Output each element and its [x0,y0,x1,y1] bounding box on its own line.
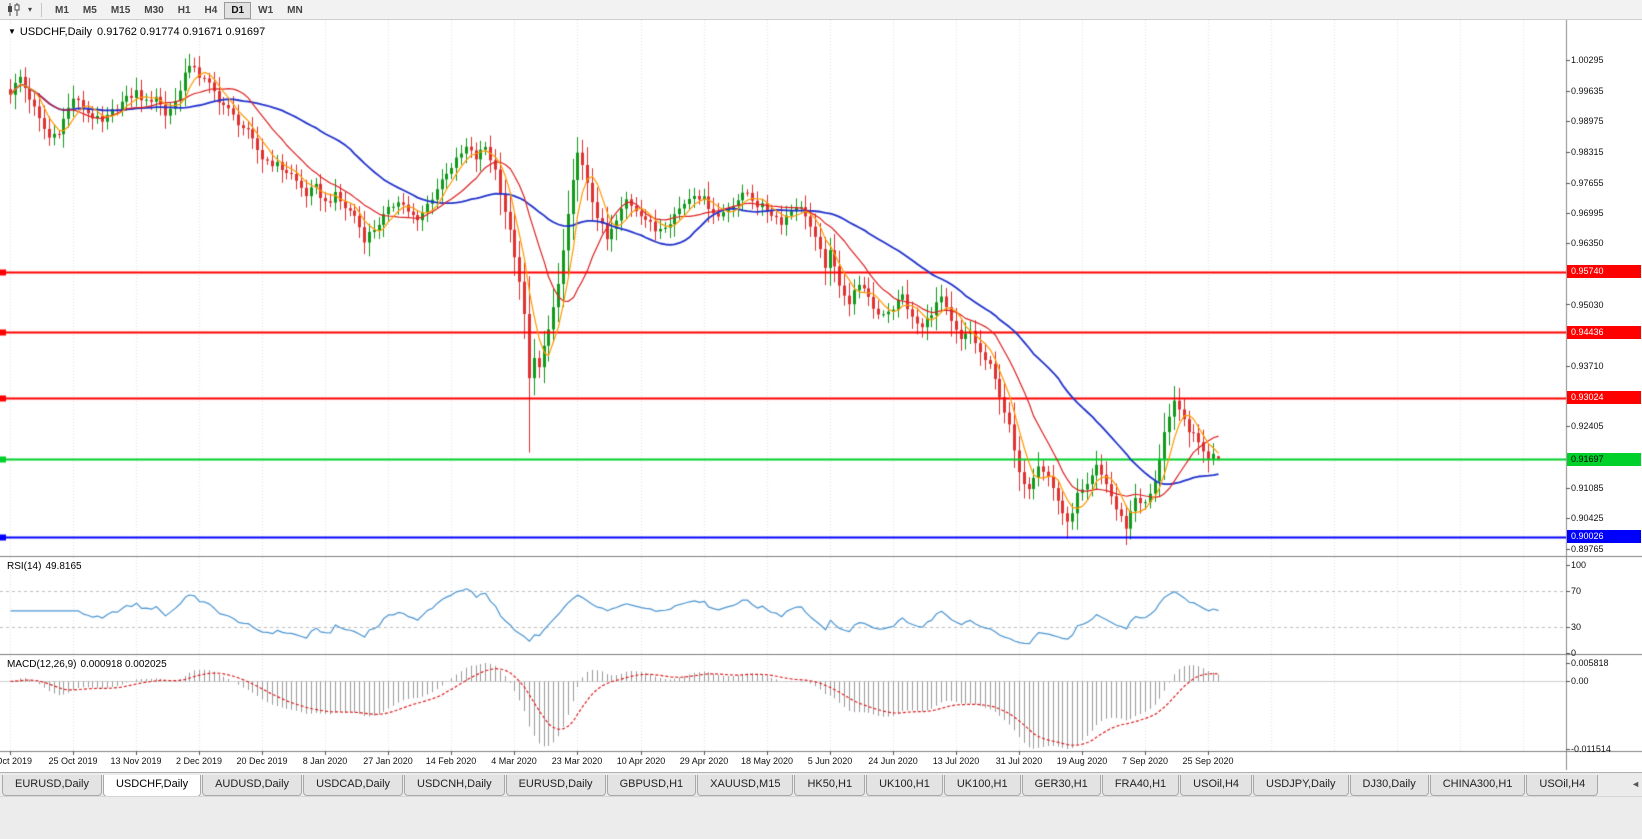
top-toolbar: ▾ M1 M5 M15 M30 H1 H4 D1 W1 MN [0,0,1642,20]
chart-tab-gbpusd-h1[interactable]: GBPUSD,H1 [606,775,697,796]
macd-indicator-label: MACD(12,26,9) 0.000918 0.002025 [7,659,167,670]
timeframe-button-MN[interactable]: MN [280,2,310,19]
chart-tab-dj30-daily[interactable]: DJ30,Daily [1349,775,1429,796]
timeframe-button-H4[interactable]: H4 [198,2,225,19]
chart-type-icon[interactable] [4,2,24,18]
chart-tab-uk100-h1[interactable]: UK100,H1 [866,775,943,796]
timeframe-button-H1[interactable]: H1 [171,2,198,19]
timeframe-button-W1[interactable]: W1 [251,2,280,19]
timeframe-button-M1[interactable]: M1 [48,2,76,19]
candlestick-icon [8,3,20,16]
rsi-name: RSI(14) [7,561,42,572]
timeframe-button-D1[interactable]: D1 [224,2,252,19]
chart-title: ▼ USDCHF,Daily 0.91762 0.91774 0.91671 0.9… [8,26,265,38]
status-bar [0,796,1642,839]
chart-tab-eurusd-daily[interactable]: EURUSD,Daily [505,775,606,796]
timeframe-button-M30[interactable]: M30 [137,2,170,19]
chart-menu-icon[interactable]: ▼ [8,27,16,36]
chart-tab-fra40-h1[interactable]: FRA40,H1 [1101,775,1180,796]
price-chart-canvas[interactable] [0,20,1642,772]
timeframe-button-M5[interactable]: M5 [76,2,104,19]
chart-tab-hk50-h1[interactable]: HK50,H1 [794,775,866,796]
chart-tab-china300-h1[interactable]: CHINA300,H1 [1429,775,1526,796]
macd-name: MACD(12,26,9) [7,659,77,670]
chart-tab-usdjpy-daily[interactable]: USDJPY,Daily [1253,775,1349,796]
chart-tabs: EURUSD,Daily USDCHF,Daily AUDUSD,Daily USDC… [2,774,1599,796]
chart-symbol-period: USDCHF,Daily [19,26,93,38]
timeframe-button-group: M1 M5 M15 M30 H1 H4 D1 W1 MN [48,0,310,19]
chart-tab-eurusd-daily[interactable]: EURUSD,Daily [2,775,102,796]
chart-tab-usoil-h4[interactable]: USOil,H4 [1180,775,1253,796]
chart-tab-bar: EURUSD,Daily USDCHF,Daily AUDUSD,Daily USDC… [0,772,1642,796]
rsi-value: 49.8165 [45,561,82,572]
chart-tab-usdcnh-daily[interactable]: USDCNH,Daily [404,775,505,796]
chart-area: ▼ USDCHF,Daily 0.91762 0.91774 0.91671 0.9… [0,20,1642,772]
chart-tab-audusd-daily[interactable]: AUDUSD,Daily [202,775,303,796]
chart-tab-usdchf-daily[interactable]: USDCHF,Daily [102,775,202,796]
timeframe-button-M15[interactable]: M15 [104,2,137,19]
chart-type-dropdown-caret[interactable]: ▾ [28,5,33,14]
tab-scroll-left-icon[interactable]: ◄ [1631,779,1640,789]
chart-tab-ger30-h1[interactable]: GER30,H1 [1021,775,1101,796]
chart-tab-usdcad-daily[interactable]: USDCAD,Daily [303,775,404,796]
rsi-indicator-label: RSI(14) 49.8165 [7,561,82,572]
toolbar-separator [41,2,43,17]
chart-tab-usoil-h4[interactable]: USOil,H4 [1526,775,1599,796]
chart-tab-xauusd-m15[interactable]: XAUUSD,M15 [697,775,794,796]
chart-ohlc-values: 0.91762 0.91774 0.91671 0.91697 [97,26,266,38]
chart-tab-uk100-h1[interactable]: UK100,H1 [943,775,1021,796]
macd-value: 0.000918 0.002025 [80,659,167,670]
